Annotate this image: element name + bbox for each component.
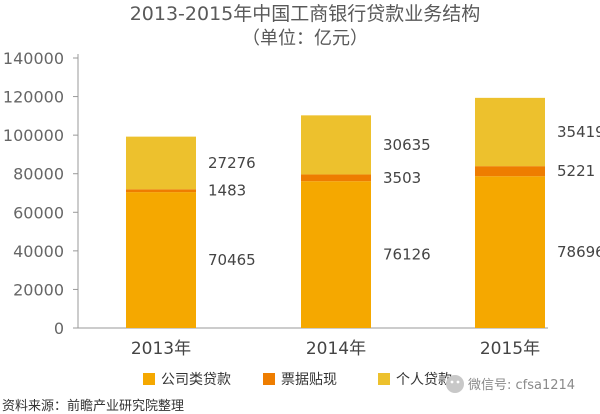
legend-swatch [378, 373, 390, 385]
x-tick-label: 2015年 [480, 339, 540, 359]
data-label: 35419 [557, 123, 600, 141]
y-tick-label: 100000 [3, 126, 64, 145]
y-tick-label: 120000 [3, 88, 64, 107]
watermark-text: 微信号: cfsa1214 [468, 378, 575, 393]
y-tick-label: 60000 [13, 203, 64, 222]
bar-segment [301, 174, 371, 182]
legend-label: 个人贷款 [396, 372, 452, 388]
bar-segment [475, 176, 545, 328]
x-tick-label: 2014年 [306, 339, 366, 359]
data-label: 1483 [208, 182, 246, 200]
y-tick-label: 20000 [13, 280, 64, 299]
bar-segment [475, 166, 545, 177]
data-label: 3503 [383, 169, 421, 187]
y-tick-label: 80000 [13, 165, 64, 184]
bar-segment [301, 181, 371, 328]
y-axis: 0 20000 40000 60000 80000 100000 120000 140000 [3, 49, 548, 338]
legend: 公司类贷款 票据贴现 个人贷款 [143, 372, 452, 388]
y-tick-label: 40000 [13, 242, 64, 261]
wechat-icon [446, 375, 464, 393]
watermark: 微信号: cfsa1214 [446, 375, 575, 393]
legend-label: 票据贴现 [281, 372, 337, 388]
data-label: 30635 [383, 136, 431, 154]
data-label: 5221 [557, 162, 595, 180]
bars: 70465 1483 27276 76126 3503 30635 78696 5221 354… [126, 97, 600, 328]
data-label: 70465 [208, 251, 256, 269]
source-note: 资料来源：前瞻产业研究院整理 [2, 398, 184, 414]
data-label: 78696 [557, 243, 600, 261]
bar-segment [475, 97, 545, 167]
bar-segment [126, 189, 196, 193]
wechat-icon-eye-right [456, 380, 460, 384]
y-tick-label: 0 [54, 319, 64, 338]
x-axis: 2013年 2014年 2015年 [131, 339, 540, 359]
wechat-icon-eye-left [450, 380, 454, 384]
chart-title: 2013-2015年中国工商银行贷款业务结构 [130, 3, 481, 25]
bar-segment [126, 192, 196, 328]
x-tick-label: 2013年 [131, 339, 191, 359]
legend-swatch [143, 373, 155, 385]
data-label: 76126 [383, 246, 431, 264]
bar-segment [126, 136, 196, 190]
chart-subtitle: （单位：亿元） [242, 28, 368, 49]
legend-swatch [263, 373, 275, 385]
data-label: 27276 [208, 154, 256, 172]
bar-segment [301, 115, 371, 175]
y-tick-label: 140000 [3, 49, 64, 68]
legend-label: 公司类贷款 [161, 372, 231, 388]
